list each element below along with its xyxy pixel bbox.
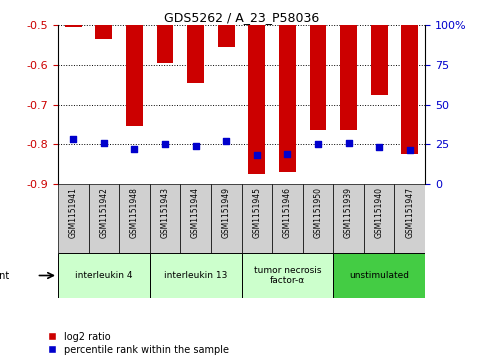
Point	[314, 141, 322, 147]
Text: GSM1151949: GSM1151949	[222, 187, 231, 238]
Text: GSM1151948: GSM1151948	[130, 187, 139, 238]
Text: agent: agent	[0, 270, 10, 281]
Point	[130, 146, 138, 152]
Text: GSM1151940: GSM1151940	[375, 187, 384, 238]
Text: GSM1151944: GSM1151944	[191, 187, 200, 238]
Text: GSM1151950: GSM1151950	[313, 187, 323, 238]
Point	[345, 140, 353, 146]
Text: GSM1151945: GSM1151945	[252, 187, 261, 238]
Text: interleukin 13: interleukin 13	[164, 271, 227, 280]
Point	[253, 152, 261, 158]
Text: tumor necrosis
factor-α: tumor necrosis factor-α	[254, 266, 321, 285]
Bar	[242, 184, 272, 253]
Title: GDS5262 / A_23_P58036: GDS5262 / A_23_P58036	[164, 11, 319, 24]
Bar	[272, 184, 303, 253]
Bar	[395, 184, 425, 253]
Bar	[242, 253, 333, 298]
Text: interleukin 4: interleukin 4	[75, 271, 133, 280]
Point	[161, 141, 169, 147]
Text: GSM1151942: GSM1151942	[99, 187, 108, 238]
Bar	[96, 25, 112, 39]
Text: GSM1151946: GSM1151946	[283, 187, 292, 238]
Bar	[303, 184, 333, 253]
Bar	[58, 253, 150, 298]
Point	[100, 140, 108, 146]
Bar	[401, 25, 418, 154]
Point	[406, 147, 413, 153]
Bar	[150, 253, 242, 298]
Text: GSM1151941: GSM1151941	[69, 187, 78, 238]
Bar	[126, 25, 143, 126]
Bar	[364, 184, 395, 253]
Bar	[65, 25, 82, 27]
Point	[192, 143, 199, 148]
Bar	[58, 184, 88, 253]
Bar	[371, 25, 387, 95]
Text: GSM1151943: GSM1151943	[160, 187, 170, 238]
Bar	[218, 25, 235, 47]
Point	[375, 144, 383, 150]
Bar	[180, 184, 211, 253]
Point	[284, 151, 291, 156]
Bar	[88, 184, 119, 253]
Bar	[119, 184, 150, 253]
Text: GSM1151947: GSM1151947	[405, 187, 414, 238]
Text: unstimulated: unstimulated	[349, 271, 409, 280]
Text: GSM1151939: GSM1151939	[344, 187, 353, 238]
Bar	[333, 253, 425, 298]
Bar	[333, 184, 364, 253]
Bar	[156, 25, 173, 63]
Point	[222, 138, 230, 144]
Bar	[248, 25, 265, 174]
Legend: log2 ratio, percentile rank within the sample: log2 ratio, percentile rank within the s…	[48, 331, 229, 355]
Bar	[187, 25, 204, 83]
Bar	[279, 25, 296, 172]
Bar	[150, 184, 180, 253]
Point	[70, 136, 77, 142]
Bar	[211, 184, 242, 253]
Bar	[340, 25, 357, 130]
Bar	[310, 25, 327, 130]
